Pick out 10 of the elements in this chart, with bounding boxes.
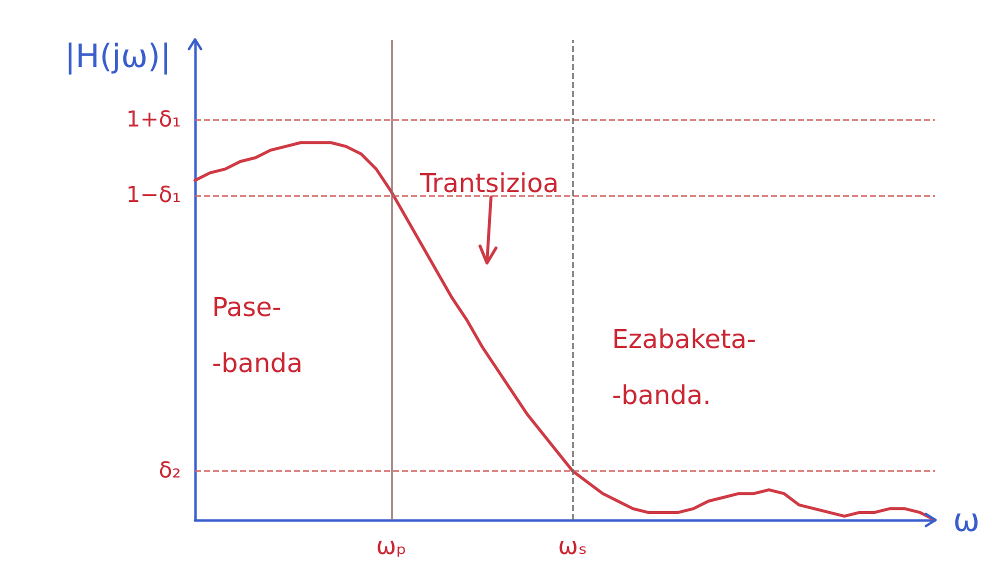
ref-line-label: 1+δ₁: [126, 108, 181, 132]
annotation: Ezabaketa- -banda.: [612, 325, 756, 411]
ref-line-label: δ₂: [158, 458, 181, 484]
y-axis-title: |H(jω)|: [64, 37, 171, 75]
x-tick-label: ωₚ: [376, 532, 407, 560]
annotation: Pase- -banda: [212, 293, 303, 379]
annotation: Trantsizioa: [419, 169, 559, 199]
ref-line-label: 1−δ₁: [126, 182, 181, 208]
x-axis-title: ω: [953, 501, 980, 539]
x-tick-label: ωₛ: [558, 532, 588, 560]
